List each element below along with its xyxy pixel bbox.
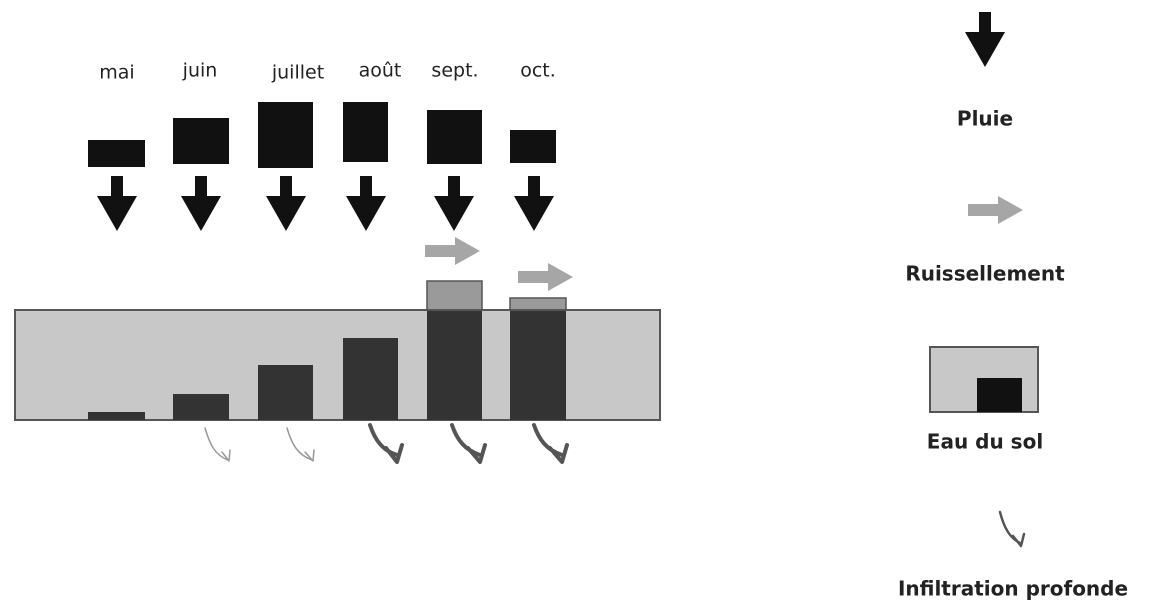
soil-water-bar [173,394,229,420]
rain-blocks [88,102,556,168]
overflow [426,280,483,312]
infiltration-arrow [368,423,404,464]
infiltration-arrow [450,423,487,464]
legend-soil-water [977,378,1022,412]
rain-arrow [434,176,474,231]
rain-block [427,110,482,164]
legend-label: Infiltration profonde [898,577,1128,601]
rain-arrow [266,176,306,231]
soil-water-bar [510,311,566,420]
month-label: sept. [431,60,478,82]
soil-water-bar [258,365,313,420]
rain-block [258,102,313,168]
legend-runoff-arrow [968,196,1023,224]
rain-block [88,140,145,167]
runoff-arrow [425,237,480,265]
soil-water-bar [427,311,482,420]
rain-block [510,130,556,163]
rain-block [343,102,388,162]
legend-infiltration-arrow [998,510,1026,548]
soil-water [88,311,566,420]
rain-arrow [181,176,221,231]
legend-label: Pluie [957,107,1013,131]
month-label: juillet [271,62,324,84]
infiltration-arrow [532,423,569,464]
legend-label: Eau du sol [927,430,1043,454]
month-label: mai [99,62,134,84]
infiltration-arrow [204,427,231,462]
runoff-arrow [518,263,573,291]
legend-label: Ruissellement [905,262,1065,286]
infiltration [204,423,569,464]
rain-arrows [97,176,554,231]
infiltration-arrow [286,427,315,462]
rain-arrow [97,176,137,231]
month-label: août [359,60,402,82]
rain-block [173,118,229,164]
soil-water-bar [88,412,145,420]
month-label: oct. [520,60,556,82]
soil-water-bar [343,338,398,420]
rain-arrow [514,176,554,231]
legend-rain-arrow [965,12,1005,67]
month-label: juin [182,60,218,82]
rain-arrow [346,176,386,231]
